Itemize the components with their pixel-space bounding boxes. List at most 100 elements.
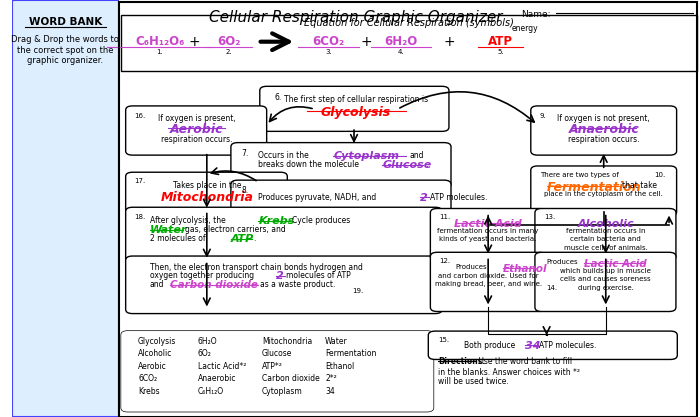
Text: 15.: 15.: [438, 337, 449, 343]
Text: 8.: 8.: [241, 186, 248, 195]
Text: 4.: 4.: [398, 49, 404, 55]
Text: Glucose: Glucose: [382, 160, 431, 170]
Text: ATP: ATP: [488, 35, 513, 48]
Text: Alcoholic: Alcoholic: [138, 349, 172, 359]
Text: Water: Water: [325, 337, 348, 346]
FancyBboxPatch shape: [231, 180, 451, 215]
Text: energy: energy: [511, 23, 538, 33]
Text: Drag & Drop the words to
the correct spot on the
graphic organizer.: Drag & Drop the words to the correct spo…: [11, 35, 119, 65]
Text: .: .: [253, 234, 256, 244]
FancyBboxPatch shape: [531, 106, 677, 155]
Text: 6O₂: 6O₂: [198, 349, 212, 359]
Text: Krebs: Krebs: [138, 387, 160, 396]
Text: 6H₂O: 6H₂O: [384, 35, 417, 48]
Text: WORD BANK: WORD BANK: [29, 17, 101, 27]
Text: breaks down the molecule: breaks down the molecule: [258, 160, 359, 169]
Text: Carbon dioxide: Carbon dioxide: [170, 280, 258, 290]
Text: Cycle produces: Cycle produces: [292, 216, 351, 225]
Text: 18.: 18.: [134, 214, 146, 219]
Text: Glycolysis: Glycolysis: [138, 337, 176, 346]
Text: Lactic Acid*²: Lactic Acid*²: [198, 362, 246, 371]
Text: fermentation occurs in many: fermentation occurs in many: [438, 228, 539, 234]
Text: during exercise.: during exercise.: [578, 285, 634, 291]
Text: Cytoplasm: Cytoplasm: [333, 151, 400, 161]
FancyBboxPatch shape: [260, 86, 449, 131]
FancyBboxPatch shape: [428, 331, 678, 359]
FancyBboxPatch shape: [121, 15, 697, 71]
Text: 6CO₂: 6CO₂: [312, 35, 344, 48]
Text: ATP molecules.: ATP molecules.: [430, 193, 487, 202]
Text: Then, the electron transport chain bonds hydrogen and: Then, the electron transport chain bonds…: [150, 263, 363, 272]
Text: Occurs in the: Occurs in the: [258, 151, 309, 160]
FancyBboxPatch shape: [126, 172, 287, 215]
Text: Lactic Acid: Lactic Acid: [584, 259, 647, 269]
Text: Equation for Cellular Respiration (symbols): Equation for Cellular Respiration (symbo…: [304, 18, 514, 28]
Text: 6H₂O: 6H₂O: [198, 337, 218, 346]
Text: 34: 34: [524, 341, 540, 351]
Text: Alcoholic: Alcoholic: [578, 219, 634, 229]
Text: Use the word bank to fill: Use the word bank to fill: [477, 357, 573, 367]
Text: ATP molecules.: ATP molecules.: [539, 341, 596, 350]
Text: fermentation occurs in: fermentation occurs in: [566, 228, 645, 234]
FancyBboxPatch shape: [119, 0, 700, 417]
Text: There are two types of: There are two types of: [540, 172, 619, 178]
Text: 13.: 13.: [544, 214, 555, 220]
Text: kinds of yeast and bacteria.: kinds of yeast and bacteria.: [440, 236, 537, 242]
Text: and carbon dioxide. Used for: and carbon dioxide. Used for: [438, 273, 538, 279]
Text: cells and causes soreness: cells and causes soreness: [561, 276, 651, 282]
Text: Produces: Produces: [455, 264, 486, 269]
Text: Fermentation: Fermentation: [547, 181, 641, 194]
Text: 5.: 5.: [497, 49, 504, 55]
Text: Takes place in the: Takes place in the: [173, 181, 241, 190]
Text: Cellular Respiration Graphic Organizer: Cellular Respiration Graphic Organizer: [209, 10, 503, 25]
Text: Lactic Acid: Lactic Acid: [454, 219, 522, 229]
Text: 2: 2: [276, 271, 284, 281]
FancyBboxPatch shape: [231, 143, 451, 188]
Text: Mitochondria: Mitochondria: [160, 191, 253, 204]
Text: certain bacteria and: certain bacteria and: [570, 236, 641, 242]
FancyBboxPatch shape: [121, 331, 434, 412]
Text: ATP*²: ATP*²: [262, 362, 283, 371]
Text: Name:: Name:: [522, 10, 551, 20]
Text: Carbon dioxide: Carbon dioxide: [262, 374, 320, 384]
Text: C₆H₁₂O₆: C₆H₁₂O₆: [135, 35, 185, 48]
Text: 1.: 1.: [157, 49, 163, 55]
Text: Anaerobic: Anaerobic: [568, 123, 639, 136]
Text: Directions:: Directions:: [438, 357, 485, 367]
Text: place in the cytoplasm of the cell.: place in the cytoplasm of the cell.: [545, 191, 663, 196]
Text: and: and: [410, 151, 424, 160]
Text: 6.: 6.: [275, 93, 282, 102]
Text: Krebs: Krebs: [258, 216, 295, 226]
FancyBboxPatch shape: [535, 208, 676, 261]
Text: Mitochondria: Mitochondria: [262, 337, 312, 346]
Text: Glycolysis: Glycolysis: [321, 106, 391, 119]
Text: The first step of cellular respiration is: The first step of cellular respiration i…: [284, 95, 428, 104]
Text: Anaerobic: Anaerobic: [198, 374, 237, 384]
Text: Ethanol: Ethanol: [503, 264, 547, 274]
Text: 14.: 14.: [547, 285, 558, 291]
FancyBboxPatch shape: [430, 208, 546, 261]
Text: and: and: [150, 280, 164, 289]
Text: If oxygen is present,: If oxygen is present,: [158, 114, 235, 123]
Text: that take: that take: [622, 181, 657, 191]
Text: 2.: 2.: [225, 49, 232, 55]
Text: will be used twice.: will be used twice.: [438, 377, 509, 386]
Text: Ethanol: Ethanol: [325, 362, 354, 371]
Text: Both produce: Both produce: [464, 341, 515, 350]
Text: 2*²: 2*²: [325, 374, 337, 384]
Text: 17.: 17.: [134, 178, 146, 184]
Text: 2 molecules of: 2 molecules of: [150, 234, 205, 244]
Text: which builds up in muscle: which builds up in muscle: [560, 268, 651, 274]
Text: C₆H₁₂O: C₆H₁₂O: [198, 387, 224, 396]
Text: After glycolysis, the: After glycolysis, the: [150, 216, 225, 225]
Text: gas, electron carriers, and: gas, electron carriers, and: [185, 225, 286, 234]
Text: Cytoplasm: Cytoplasm: [262, 387, 302, 396]
Text: in the blanks. Answer choices with *²: in the blanks. Answer choices with *²: [438, 368, 580, 377]
Text: 19.: 19.: [353, 288, 364, 294]
FancyBboxPatch shape: [430, 252, 546, 311]
Text: respiration occurs.: respiration occurs.: [568, 135, 640, 144]
FancyBboxPatch shape: [535, 252, 676, 311]
Text: 6O₂: 6O₂: [217, 35, 241, 48]
FancyBboxPatch shape: [126, 106, 267, 155]
Text: Produces pyruvate, NADH, and: Produces pyruvate, NADH, and: [258, 193, 377, 202]
